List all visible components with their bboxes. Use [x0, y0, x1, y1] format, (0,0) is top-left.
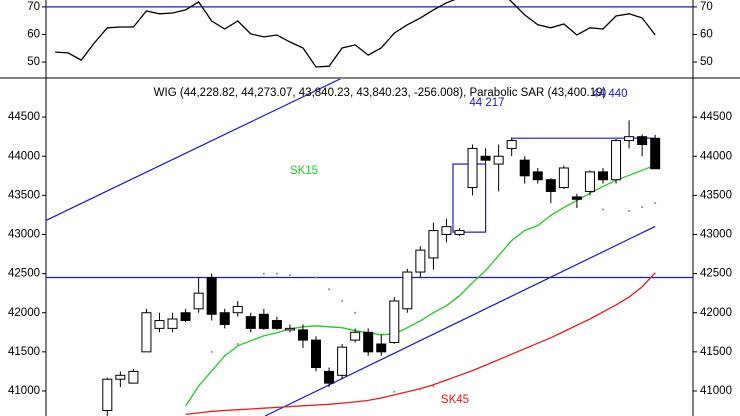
series-label: SK15 [290, 165, 318, 177]
y-tick-label: 44000 [8, 150, 40, 162]
candle-body [558, 167, 569, 189]
candle-body [115, 374, 126, 380]
candle-body [297, 329, 308, 341]
y-tick-label: 70 [27, 1, 40, 13]
sar-dot [275, 272, 278, 275]
candle-body [441, 226, 452, 235]
candle-body [128, 370, 139, 384]
candle-body [611, 140, 622, 181]
candle-body [141, 312, 152, 353]
y-tick-label-right: 43000 [700, 229, 732, 241]
sar-dot [406, 390, 409, 393]
sar-dot [328, 288, 331, 291]
y-tick-label: 43000 [8, 229, 40, 241]
sar-dot [236, 343, 239, 346]
candle-body [545, 179, 556, 192]
annotation: 44 217 [469, 97, 504, 109]
candle-body [180, 312, 191, 322]
sar-dot [628, 210, 631, 213]
y-tick-label-right: 43500 [700, 189, 732, 201]
price-header: WIG (44,228.82, 44,273.07, 43,840.23, 43… [154, 87, 607, 99]
sar-dot [393, 390, 396, 393]
sar-dot [419, 388, 422, 391]
candle-body [324, 370, 335, 384]
candle-body [193, 292, 204, 310]
candle-body [350, 331, 361, 341]
trendline [264, 225, 656, 416]
y-tick-label-right: 41000 [700, 385, 732, 397]
candle-body [597, 171, 608, 181]
candle-body [571, 196, 582, 200]
sar-dot [641, 206, 644, 209]
candle-body [402, 271, 413, 310]
candle-body [506, 140, 517, 149]
candle-body [258, 313, 269, 329]
sar-dot [210, 350, 213, 353]
sar-dot [601, 208, 604, 211]
y-tick-label-right: 50 [700, 56, 713, 68]
candle-body [454, 230, 465, 235]
candle-body [284, 327, 295, 331]
y-tick-label: 41500 [8, 346, 40, 358]
candle-body [206, 277, 217, 315]
axes: 50 50 60 60 70 70 41000 41000 41500 41500 42000 420… [8, 1, 732, 397]
y-tick-label-right: 41500 [700, 346, 732, 358]
candle-body [154, 320, 165, 329]
sar-dot [288, 274, 291, 277]
y-tick-label-right: 60 [700, 28, 713, 40]
sar-dot [315, 276, 318, 279]
candle-body [480, 155, 491, 161]
candle-body [637, 136, 648, 146]
sar-dot [341, 299, 344, 302]
candle-body [493, 155, 504, 165]
moving-average [185, 272, 656, 416]
candle-body [519, 159, 530, 177]
candle-body [532, 171, 543, 181]
trendline [46, 79, 342, 221]
candle-body [167, 318, 178, 329]
annotation: 44 440 [592, 88, 627, 100]
candle-body [389, 300, 400, 343]
candle-body [219, 312, 230, 325]
y-tick-label: 50 [27, 56, 40, 68]
candle-body [584, 171, 595, 192]
y-tick-label: 43500 [8, 189, 40, 201]
candle-body [102, 378, 113, 412]
sar-dot [432, 385, 435, 388]
y-tick-label: 41000 [8, 385, 40, 397]
moving-average [185, 164, 656, 407]
y-tick-label-right: 44500 [700, 111, 732, 123]
candle-body [415, 249, 426, 273]
y-tick-label-right: 70 [700, 1, 713, 13]
candle-body [232, 305, 243, 314]
y-tick-label: 42500 [8, 268, 40, 280]
candle-body [311, 339, 322, 368]
candle-body [624, 136, 635, 142]
price-panel [46, 79, 693, 416]
oscillator-line [55, 0, 656, 68]
candle-body [363, 331, 374, 353]
series-label: SK45 [441, 394, 469, 406]
sar-dot [354, 311, 357, 314]
y-tick-label: 44500 [8, 111, 40, 123]
y-tick-label-right: 42000 [700, 307, 732, 319]
sar-dot [223, 354, 226, 357]
sar-dot [654, 202, 657, 205]
sar-dot [262, 272, 265, 275]
y-tick-label: 42000 [8, 307, 40, 319]
candle-body [467, 147, 478, 189]
candle-body [650, 137, 661, 170]
y-tick-label-right: 42500 [700, 268, 732, 280]
candle-body [428, 230, 439, 259]
candle-body [337, 346, 348, 376]
candle-body [245, 316, 256, 329]
candle-body [271, 320, 282, 329]
candle-body [376, 343, 387, 353]
oscillator-panel [46, 0, 693, 68]
y-tick-label-right: 44000 [700, 150, 732, 162]
y-tick-label: 60 [27, 28, 40, 40]
